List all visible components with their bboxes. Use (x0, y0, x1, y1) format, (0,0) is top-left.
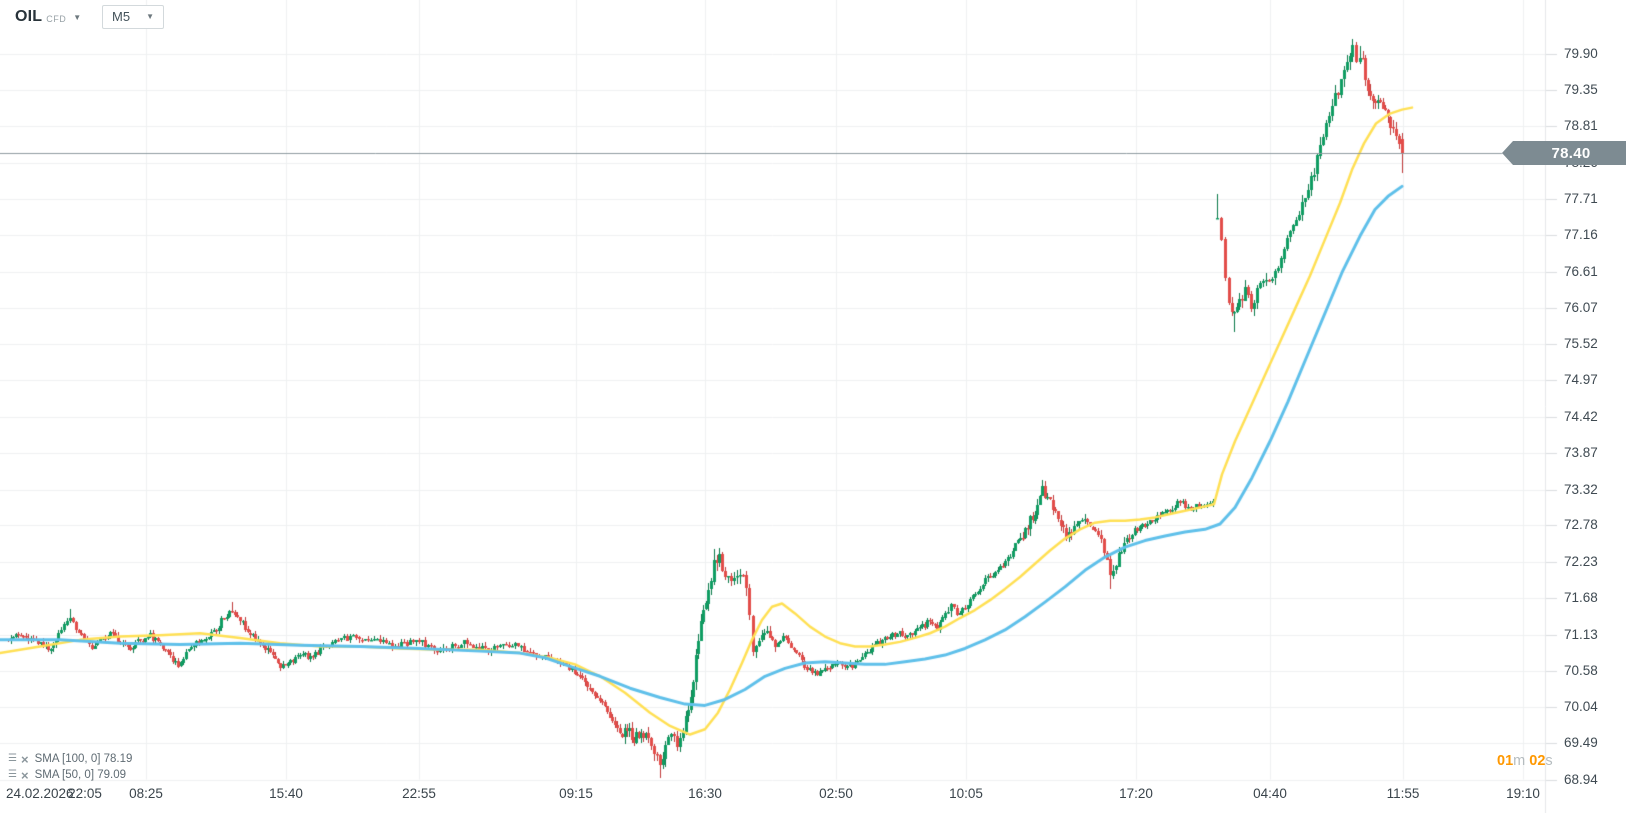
price-tick-label: 74.42 (1564, 408, 1598, 424)
countdown-seconds: 02 (1529, 753, 1546, 769)
chevron-down-icon: ▼ (73, 12, 82, 22)
time-tick-label: 16:30 (688, 786, 722, 801)
timeframe-value: M5 (112, 9, 131, 24)
time-tick-label: 17:20 (1119, 786, 1153, 801)
price-tick-label: 73.87 (1564, 445, 1598, 461)
indicator-legend: ☰ × SMA [100, 0] 78.19 ☰ × SMA [50, 0] 79.09 (8, 751, 132, 783)
indicator-remove-icon[interactable]: × (20, 751, 29, 767)
timeframe-select[interactable]: M5 ▼ (102, 5, 164, 29)
indicator-settings-icon[interactable]: ☰ (8, 753, 17, 764)
price-tick-label: 77.71 (1564, 190, 1598, 206)
price-tick-label: 71.68 (1564, 590, 1598, 606)
current-price-badge: 78.40 (1502, 141, 1626, 165)
price-tick-label: 75.52 (1564, 335, 1598, 351)
time-tick-label: 04:40 (1253, 786, 1287, 801)
time-tick-label: 11:55 (1386, 786, 1420, 801)
indicator-remove-icon[interactable]: × (20, 767, 29, 783)
indicator-label: SMA [100, 0] 78.19 (34, 753, 133, 765)
price-tick-label: 77.16 (1564, 227, 1598, 243)
time-tick-label: 15:40 (269, 786, 303, 801)
price-tick-label: 72.23 (1564, 553, 1598, 569)
price-tick-label: 79.90 (1564, 46, 1598, 61)
chevron-down-icon: ▼ (146, 12, 154, 21)
instrument-symbol: OIL (15, 8, 43, 25)
price-tick-label: 73.32 (1564, 481, 1598, 497)
price-tick-label: 68.94 (1564, 771, 1598, 787)
price-tick-label: 79.35 (1564, 82, 1598, 98)
price-tick-label: 74.97 (1564, 372, 1598, 388)
time-tick-label: 10:05 (949, 786, 983, 801)
instrument-type-label: CFD (46, 13, 67, 24)
price-tick-label: 76.61 (1564, 263, 1598, 279)
price-tick-label: 76.07 (1564, 299, 1598, 315)
time-tick-label: 22:55 (402, 786, 436, 801)
price-tick-label: 69.49 (1564, 735, 1598, 751)
instrument-selector[interactable]: OIL CFD ▼ (15, 8, 81, 26)
countdown-seconds-unit: s (1545, 753, 1553, 769)
indicator-settings-icon[interactable]: ☰ (8, 769, 17, 780)
price-tick-label: 70.04 (1564, 698, 1598, 714)
current-price-value: 78.40 (1551, 144, 1591, 162)
price-tick-label: 72.78 (1564, 517, 1598, 533)
time-tick-label: 24.02.2026 (6, 786, 74, 801)
time-tick-label: 09:15 (559, 786, 593, 801)
indicator-row: ☰ × SMA [100, 0] 78.19 (8, 751, 132, 767)
price-tick-label: 71.13 (1564, 626, 1598, 642)
countdown-minutes: 01 (1497, 753, 1514, 769)
time-tick-label: 22:05 (68, 786, 102, 801)
price-tick-label: 70.58 (1564, 662, 1598, 678)
indicator-row: ☰ × SMA [50, 0] 79.09 (8, 767, 132, 783)
indicator-label: SMA [50, 0] 79.09 (34, 769, 126, 781)
countdown-minutes-unit: m (1513, 753, 1526, 769)
time-tick-label: 19:10 (1506, 786, 1540, 801)
candle-countdown: 01m 02s (1497, 753, 1553, 769)
time-tick-label: 08:25 (129, 786, 163, 801)
price-tick-label: 78.81 (1564, 118, 1598, 134)
time-tick-label: 02:50 (819, 786, 853, 801)
